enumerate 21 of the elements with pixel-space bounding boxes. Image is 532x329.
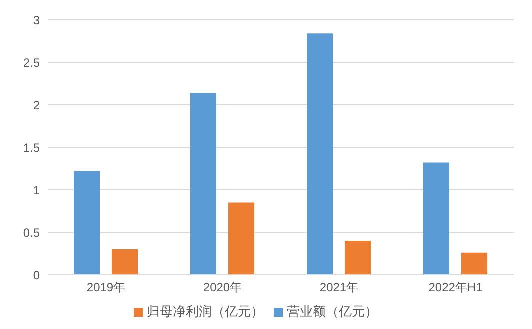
y-tick-label: 2.5 bbox=[23, 56, 40, 70]
bar bbox=[74, 171, 100, 275]
bar bbox=[190, 93, 216, 275]
x-tick-label: 2020年 bbox=[203, 280, 242, 295]
bar bbox=[112, 250, 138, 275]
x-tick-label: 2021年 bbox=[320, 280, 359, 295]
bar bbox=[228, 202, 254, 275]
y-tick-label: 0.5 bbox=[23, 226, 40, 240]
y-tick-label: 1.5 bbox=[23, 140, 40, 155]
x-tick-label: 2022年H1 bbox=[428, 280, 484, 295]
legend-label: 归母净利润（亿元） bbox=[147, 304, 264, 319]
legend-label: 营业额（亿元） bbox=[287, 304, 378, 319]
bar bbox=[345, 241, 371, 275]
y-tick-label: 3 bbox=[33, 13, 40, 28]
bar bbox=[424, 162, 450, 275]
y-tick-label: 2 bbox=[33, 98, 40, 112]
bar bbox=[462, 252, 488, 275]
x-tick-label: 2019年 bbox=[86, 280, 126, 295]
y-tick-label: 0 bbox=[33, 268, 40, 282]
bar bbox=[307, 34, 333, 275]
y-tick-label: 1 bbox=[33, 183, 40, 198]
